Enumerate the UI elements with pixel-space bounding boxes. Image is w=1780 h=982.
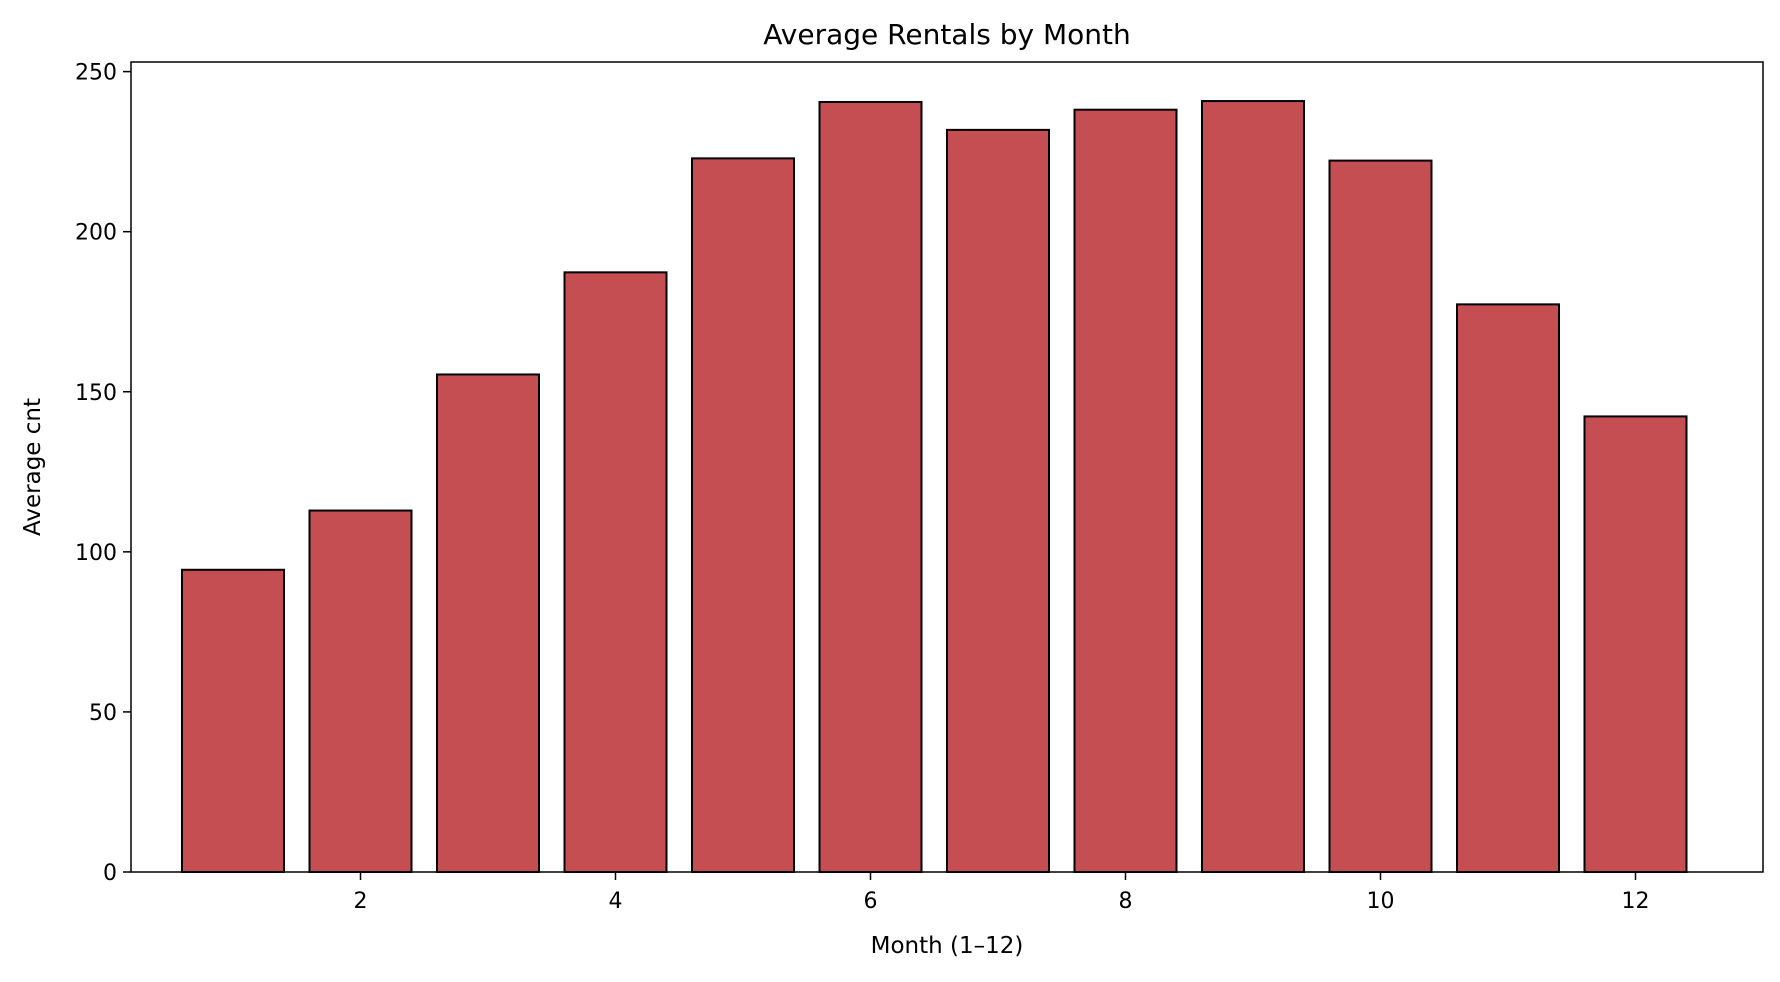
y-tick-label: 100 [75, 541, 117, 566]
y-tick-label: 250 [75, 61, 117, 86]
x-tick-label: 10 [1367, 889, 1395, 914]
bar-month-4 [563, 271, 668, 873]
bar-month-12 [1583, 415, 1688, 873]
bar-month-1 [181, 568, 285, 873]
y-axis-label: Average cnt [20, 398, 46, 536]
bar-month-2 [308, 509, 413, 873]
y-tick-label: 50 [89, 701, 117, 726]
bar-month-5 [691, 157, 795, 873]
chart-title: Average Rentals by Month [763, 18, 1130, 51]
x-tick-label: 6 [864, 889, 878, 914]
x-tick-label: 4 [609, 889, 623, 914]
x-ticks: 2 4 6 8 10 12 [354, 872, 1650, 914]
x-tick-label: 12 [1622, 889, 1650, 914]
x-axis-label: Month (1–12) [871, 933, 1024, 959]
bars [181, 100, 1688, 874]
bar-month-8 [1073, 108, 1178, 874]
x-tick-label: 2 [354, 889, 368, 914]
bar-month-7 [946, 128, 1050, 873]
y-tick-label: 200 [75, 221, 117, 246]
axes [130, 61, 1764, 873]
bar-month-9 [1201, 100, 1305, 874]
plot-frame [130, 61, 1764, 873]
y-ticks: 0 50 100 150 200 250 [75, 61, 131, 886]
y-tick-label: 0 [103, 861, 117, 886]
y-tick-label: 150 [75, 381, 117, 406]
bar-month-11 [1456, 303, 1560, 873]
bar-month-3 [436, 373, 540, 873]
bar-month-10 [1328, 159, 1433, 873]
x-tick-label: 8 [1119, 889, 1133, 914]
bar-month-6 [818, 101, 923, 873]
